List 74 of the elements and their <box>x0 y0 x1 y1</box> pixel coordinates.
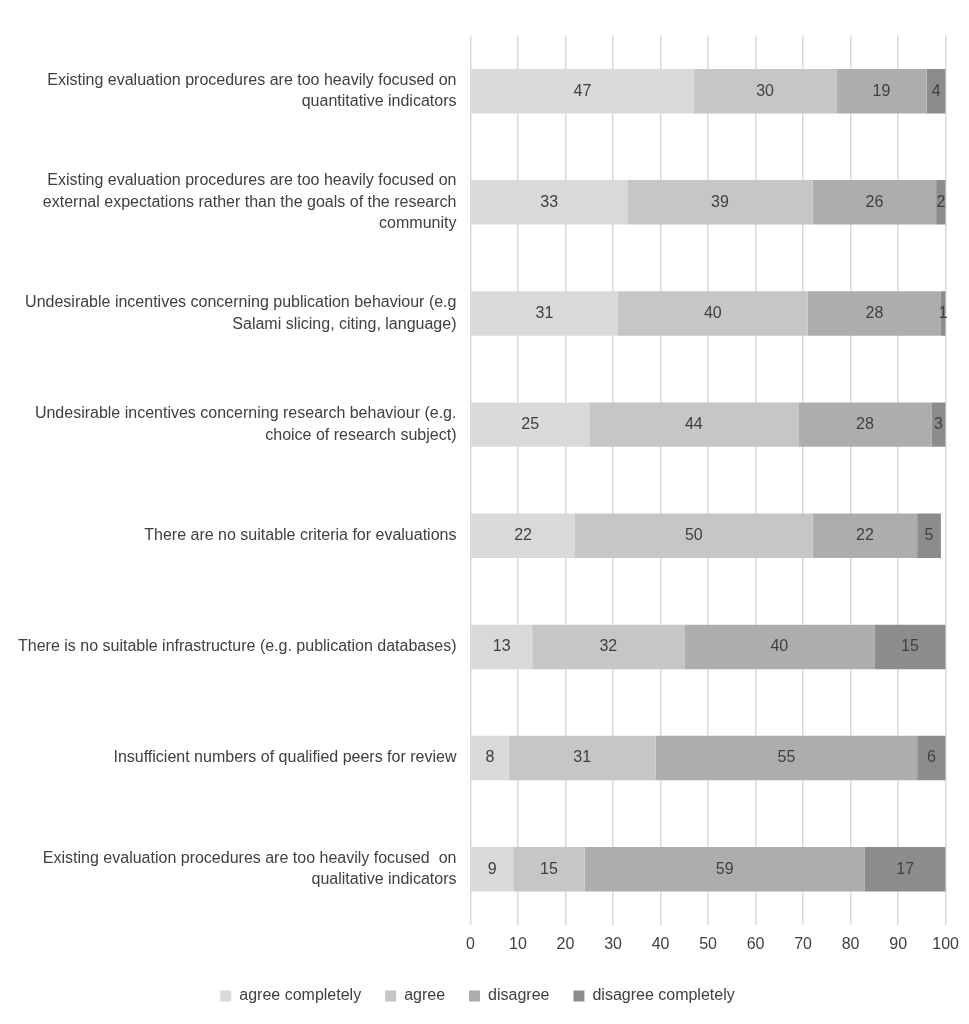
bar <box>917 735 946 781</box>
bar <box>532 624 685 670</box>
x-tick-label: 70 <box>794 934 813 952</box>
y-tick-label: Existing evaluation procedures are too heavily focused on external expectations rather than the goals of the research community <box>42 171 457 232</box>
x-tick-label: 100 <box>932 934 960 952</box>
data-label: 25 <box>521 415 540 433</box>
data-label: 40 <box>770 637 789 655</box>
data-label: 32 <box>599 637 618 655</box>
x-tick-label: 20 <box>556 934 575 952</box>
bar <box>807 291 941 336</box>
bar <box>812 180 937 225</box>
x-tick-label: 50 <box>699 934 718 952</box>
data-label: 55 <box>777 748 796 766</box>
data-label: 4 <box>931 81 941 99</box>
bar <box>655 735 918 781</box>
data-label: 22 <box>514 526 533 544</box>
data-label: 33 <box>540 192 559 210</box>
bar <box>508 735 656 781</box>
data-label: 2 <box>936 192 946 210</box>
data-label: 17 <box>896 859 915 877</box>
y-tick-label: There are no suitable criteria for evaluations <box>144 526 457 544</box>
y-tick-label: Insufficient numbers of qualified peers for review <box>113 748 457 766</box>
bar <box>627 180 813 225</box>
data-label: 39 <box>711 192 729 210</box>
bar <box>798 402 932 447</box>
data-label: 22 <box>855 526 874 544</box>
y-tick-label: Undesirable incentives concerning publication behaviour (e.g Salami slicing, citing, language) <box>25 293 457 332</box>
bar <box>693 68 837 114</box>
data-label: 31 <box>535 303 554 321</box>
x-tick-label: 40 <box>651 934 670 952</box>
data-label: 19 <box>872 81 891 99</box>
bar <box>513 847 585 892</box>
data-label: 15 <box>539 859 558 877</box>
data-label: 28 <box>855 415 874 433</box>
data-label: 30 <box>756 81 775 99</box>
data-label: 13 <box>492 637 511 655</box>
x-tick-label: 90 <box>889 934 908 952</box>
data-label: 31 <box>573 748 592 766</box>
x-tick-label: 80 <box>841 934 860 952</box>
bar <box>575 513 813 559</box>
bar <box>617 291 808 336</box>
data-label: 47 <box>573 81 592 99</box>
legend-label: disagree <box>488 986 550 1004</box>
data-label: 5 <box>924 526 934 544</box>
data-label: 26 <box>865 192 884 210</box>
data-label: 9 <box>487 859 497 877</box>
data-label: 28 <box>865 303 884 321</box>
bar <box>917 513 941 559</box>
bar <box>589 402 799 447</box>
data-label: 8 <box>485 748 495 766</box>
data-label: 15 <box>901 637 920 655</box>
y-tick-label: There is no suitable infrastructure (e.g. publication databases) <box>17 637 457 655</box>
y-tick-label: Existing evaluation procedures are too heavily focused on qualitative indicators <box>42 848 457 888</box>
bar <box>836 68 927 114</box>
bar <box>812 513 918 559</box>
legend-label: agree <box>404 986 446 1004</box>
data-label: 59 <box>715 859 734 877</box>
legend-label: disagree completely <box>592 986 735 1004</box>
data-label: 50 <box>684 526 703 544</box>
data-label: 6 <box>926 748 936 766</box>
x-tick-label: 60 <box>746 934 765 952</box>
bar <box>864 847 946 892</box>
legend-label: agree completely <box>239 986 362 1004</box>
data-label: 40 <box>703 303 722 321</box>
x-tick-label: 10 <box>509 934 527 952</box>
bar <box>874 624 946 670</box>
y-tick-label: Existing evaluation procedures are too heavily focused on quantitative indicators <box>47 70 457 110</box>
x-tick-label: 30 <box>604 934 623 952</box>
x-tick-label: 0 <box>466 934 476 952</box>
data-label: 3 <box>934 415 944 433</box>
y-tick-label: Undesirable incentives concerning research behaviour (e.g. choice of research subject) <box>34 404 457 443</box>
bar <box>684 624 875 670</box>
data-label: 44 <box>684 415 703 433</box>
bar <box>584 847 865 892</box>
